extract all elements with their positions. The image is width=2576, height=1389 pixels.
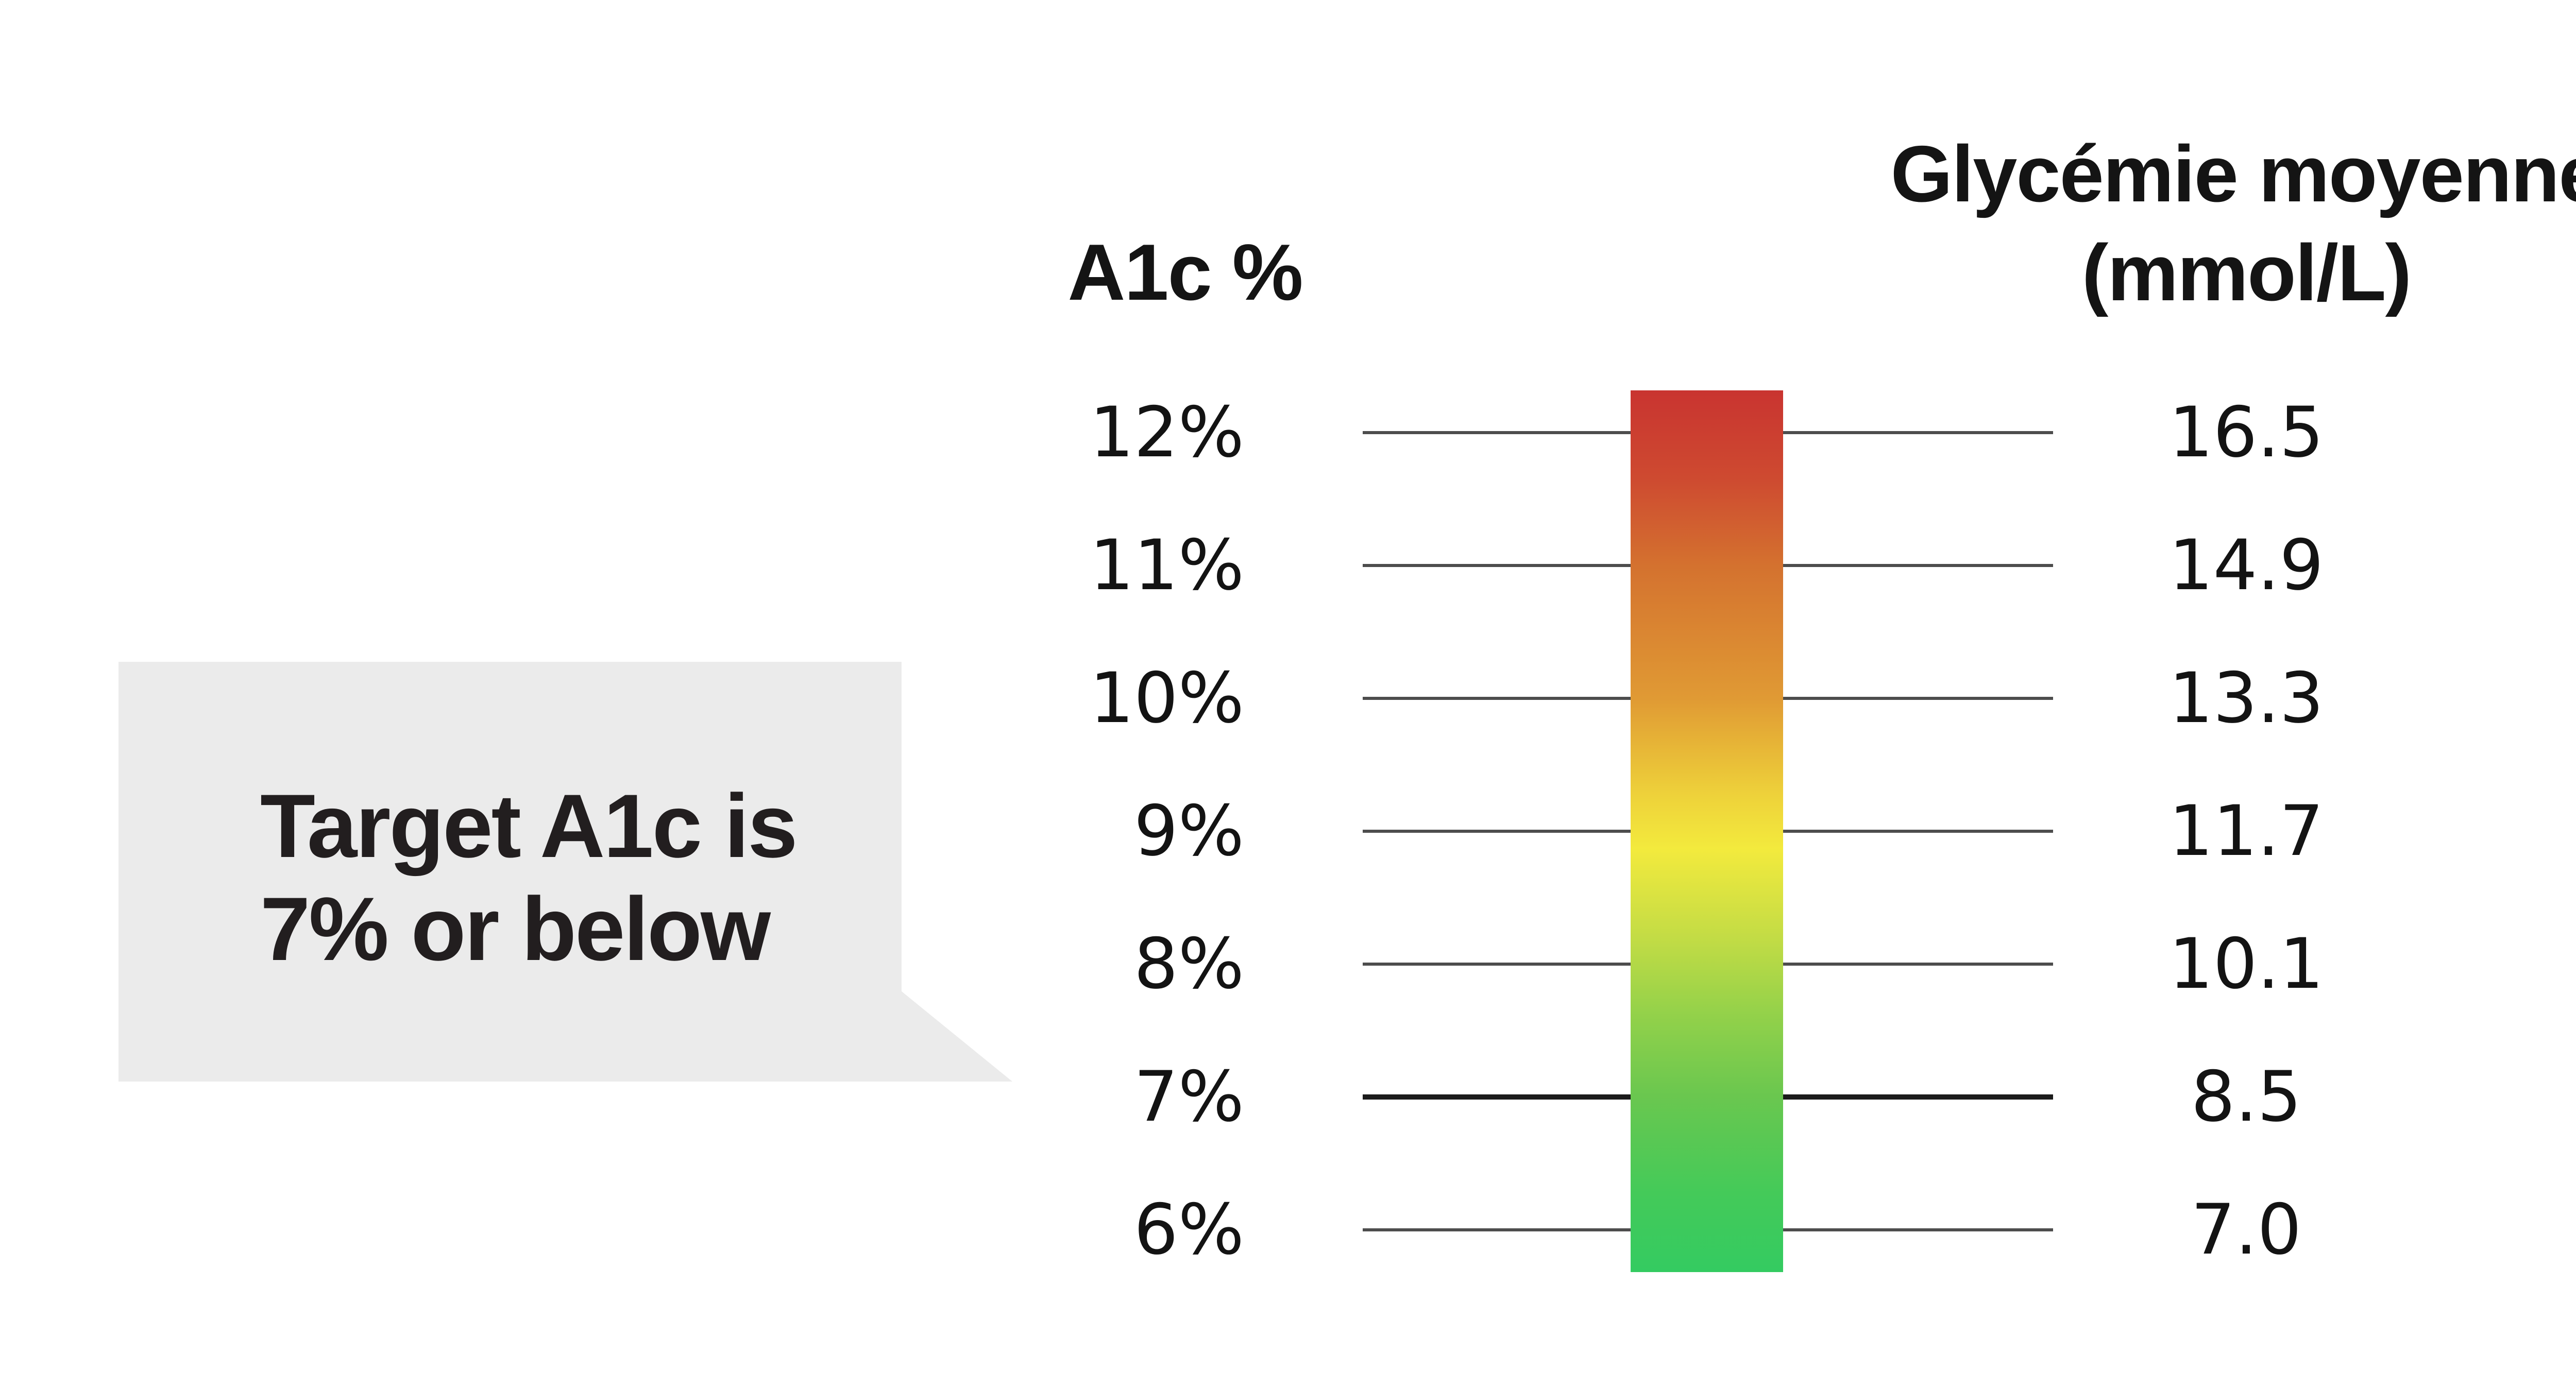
- mmol-label-16-5: 16.5: [2168, 392, 2324, 473]
- a1c-axis-header: A1c %: [1067, 228, 1303, 317]
- a1c-label-8pct: 8%: [1133, 923, 1244, 1004]
- a1c-label-10pct: 10%: [1089, 658, 1244, 739]
- a1c-label-9pct: 9%: [1133, 791, 1244, 871]
- a1c-label-7pct: 7%: [1133, 1056, 1244, 1137]
- glucose-axis-header-line1: Glycémie moyenne: [1890, 129, 2576, 218]
- gradient-bar: [1631, 390, 1783, 1272]
- mmol-label-10-1: 10.1: [2168, 923, 2324, 1004]
- glucose-axis-header: Glycémie moyenne (mmol/L): [1808, 125, 2576, 322]
- target-callout-line2: 7% or below: [260, 879, 771, 980]
- target-callout-bubble: [118, 662, 1012, 1082]
- target-callout-text: Target A1c is 7% or below: [260, 775, 930, 981]
- mmol-label-8-5: 8.5: [2191, 1056, 2302, 1137]
- a1c-label-11pct: 11%: [1089, 525, 1244, 606]
- mmol-label-11-7: 11.7: [2168, 791, 2324, 871]
- mmol-label-14-9: 14.9: [2168, 525, 2324, 606]
- glucose-axis-header-line2: (mmol/L): [2081, 228, 2412, 317]
- a1c-label-6pct: 6%: [1133, 1189, 1244, 1270]
- mmol-label-13-3: 13.3: [2168, 658, 2324, 739]
- target-callout-line1: Target A1c is: [260, 776, 798, 877]
- mmol-label-7-0: 7.0: [2191, 1189, 2302, 1270]
- a1c-label-12pct: 12%: [1089, 392, 1244, 473]
